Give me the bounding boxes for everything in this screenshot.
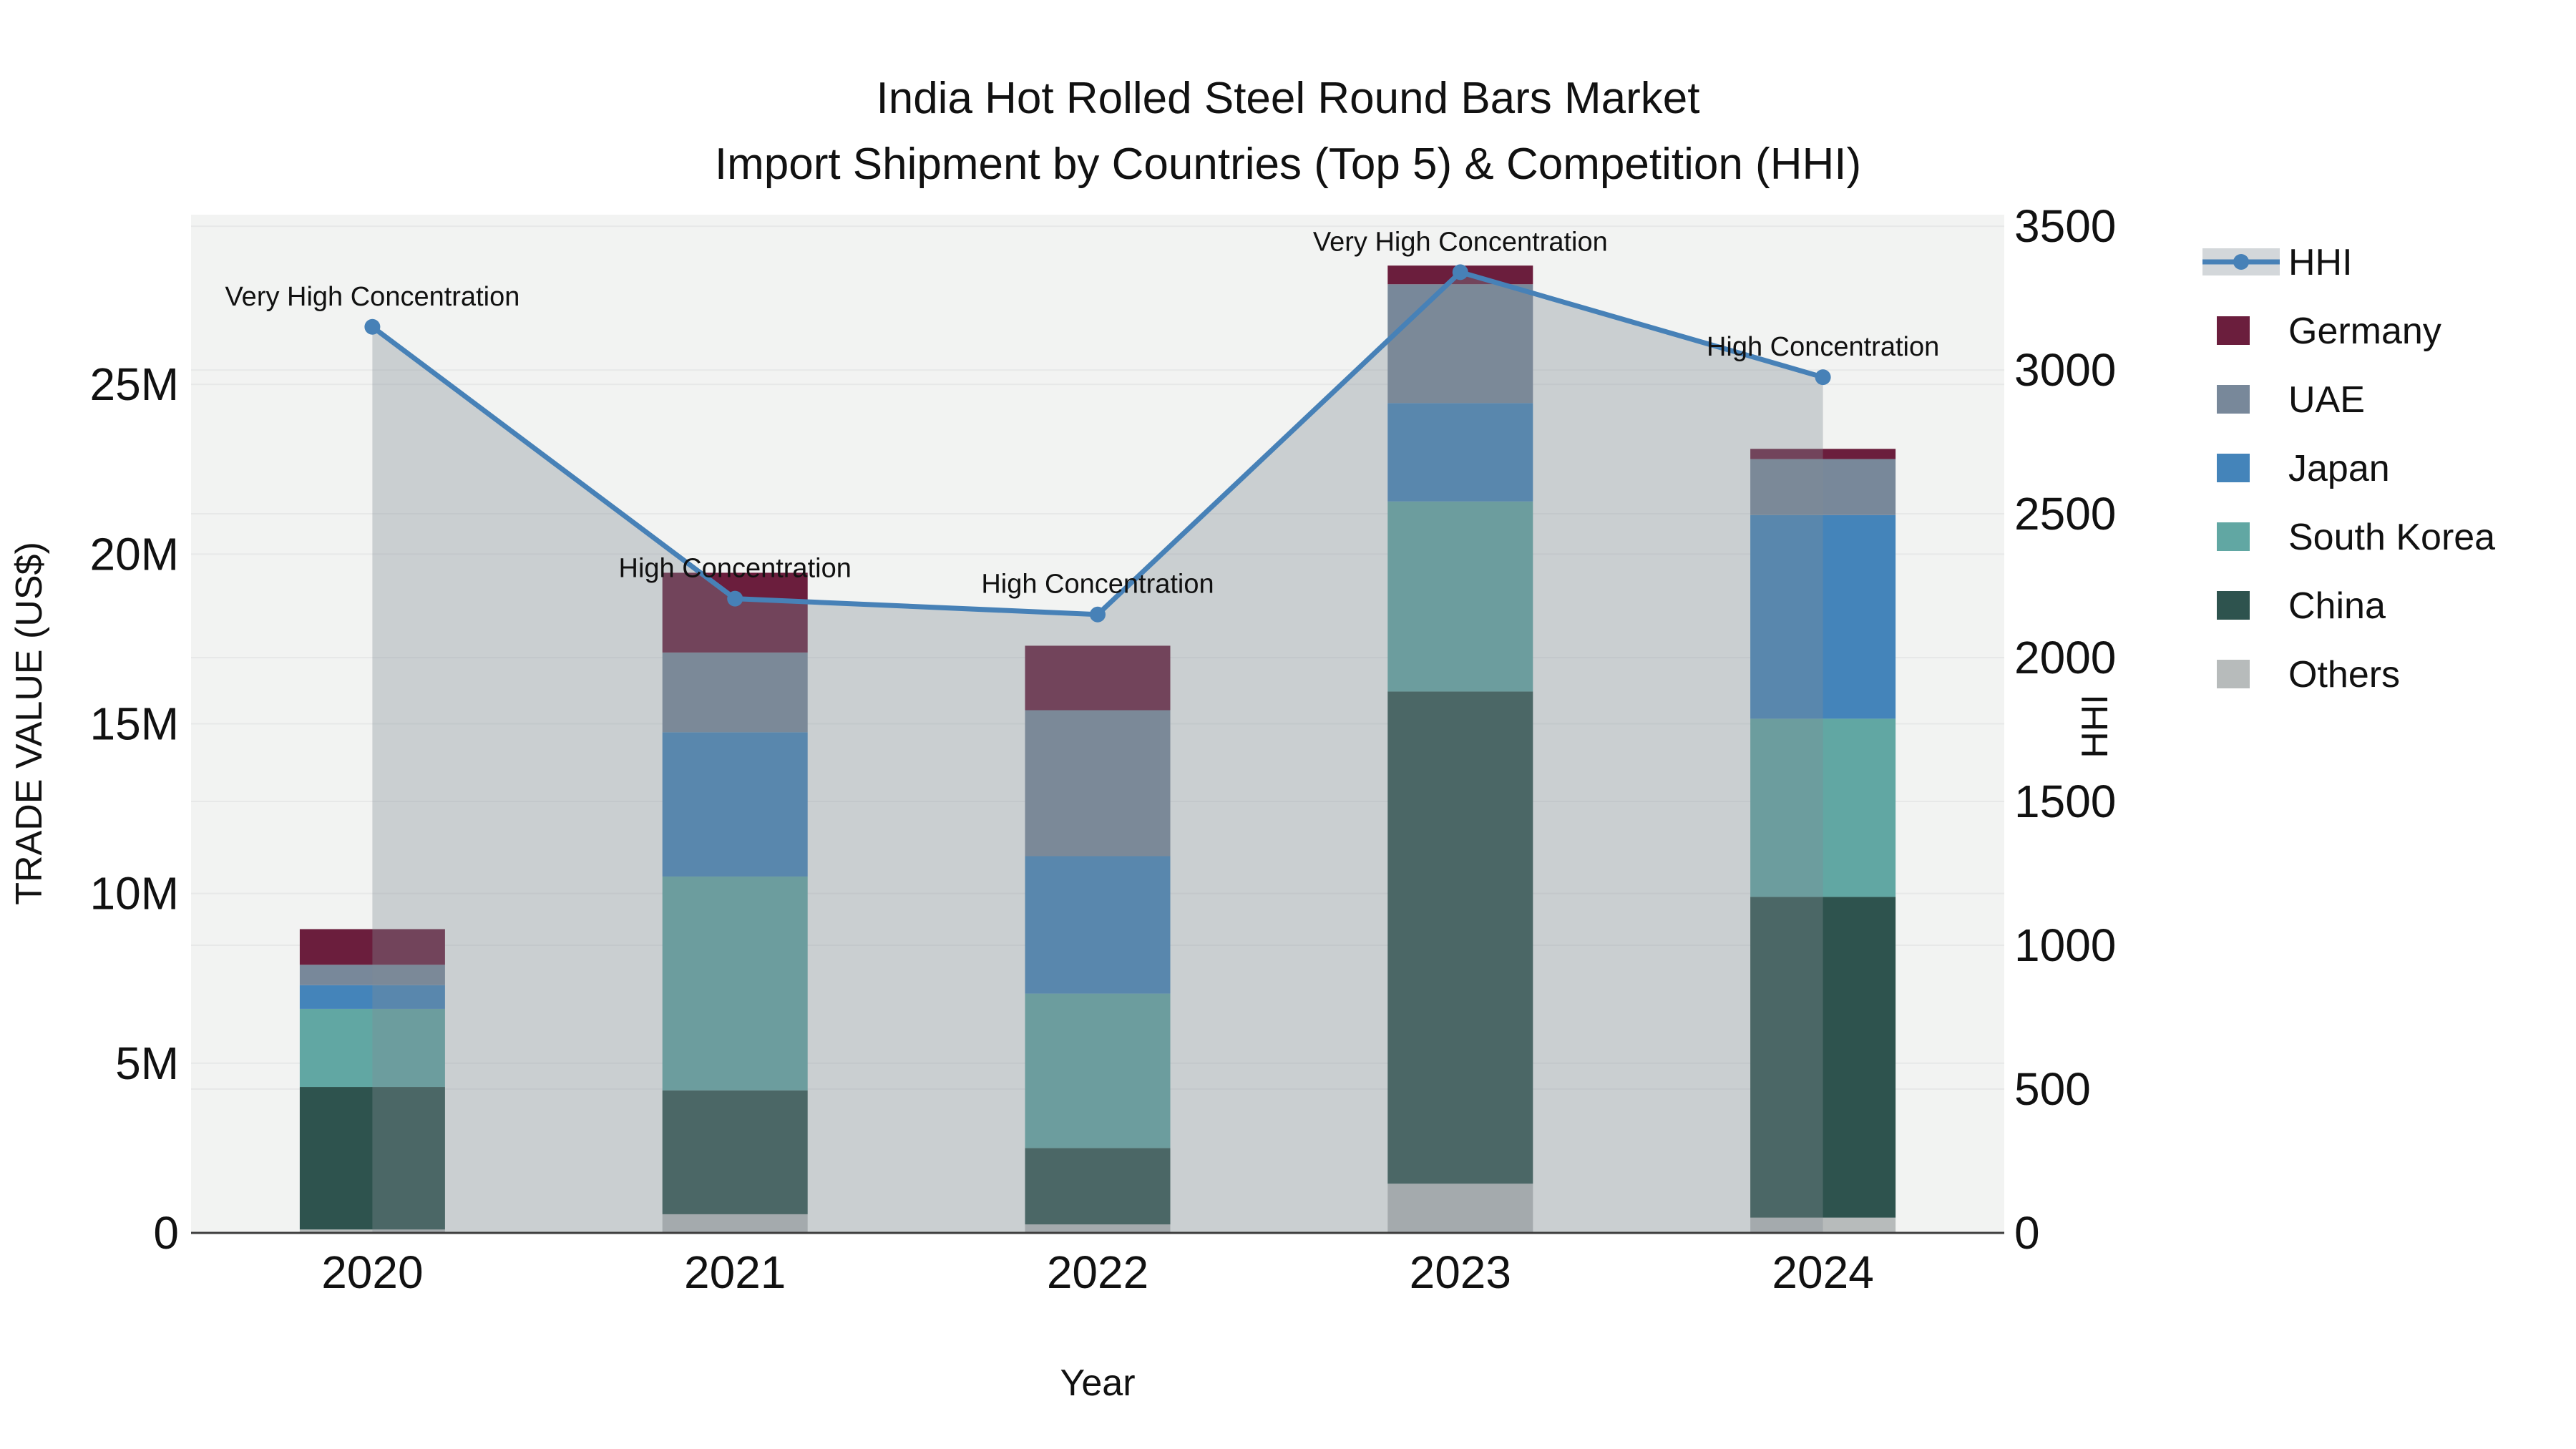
concentration-annotation: Very High Concentration — [1313, 227, 1608, 257]
concentration-annotation: High Concentration — [619, 554, 852, 584]
y-right-tick-label: 1000 — [2014, 919, 2116, 971]
legend-swatch — [2217, 454, 2250, 482]
bar-segment-others — [1025, 1224, 1171, 1233]
bar-segment-china — [1387, 691, 1533, 1184]
chart-subtitle: Import Shipment by Countries (Top 5) & C… — [715, 140, 1861, 189]
bar-segment-uae — [662, 652, 808, 733]
x-tick-label: 2023 — [1410, 1246, 1511, 1298]
bar-segment-south-korea — [1025, 993, 1171, 1148]
bar-segment-japan — [299, 985, 445, 1009]
legend-label: South Korea — [2288, 517, 2495, 558]
hhi-area-fill — [372, 272, 1823, 1233]
legend-label: Japan — [2288, 448, 2390, 489]
bar-segment-germany — [1025, 645, 1171, 711]
chart-title: India Hot Rolled Steel Round Bars Market — [876, 74, 1699, 123]
legend-swatch — [2217, 660, 2250, 688]
hhi-marker — [1090, 606, 1106, 623]
x-axis-title: Year — [1060, 1362, 1135, 1404]
legend-swatch — [2217, 591, 2250, 620]
bar-segment-japan — [1750, 514, 1896, 719]
bar-segment-south-korea — [1387, 501, 1533, 692]
y-right-tick-label: 3000 — [2014, 344, 2116, 396]
legend-label: China — [2288, 585, 2386, 627]
y-right-tick-label: 1500 — [2014, 776, 2116, 827]
legend-item-china[interactable]: China — [2217, 585, 2386, 627]
legend-item-germany[interactable]: Germany — [2217, 311, 2441, 352]
hhi-marker — [1815, 369, 1831, 386]
y-right-tick-label: 3500 — [2014, 200, 2116, 252]
y-right-tick-label: 0 — [2014, 1207, 2040, 1259]
y-left-tick-label: 25M — [90, 358, 180, 410]
legend-item-japan[interactable]: Japan — [2217, 448, 2390, 489]
bar-segment-china — [1025, 1148, 1171, 1225]
y-right-tick-label: 2000 — [2014, 632, 2116, 683]
y-right-tick-label: 2500 — [2014, 488, 2116, 540]
y-left-tick-label: 15M — [90, 698, 180, 750]
bar-segment-south-korea — [1750, 718, 1896, 897]
concentration-annotation: Very High Concentration — [225, 282, 519, 312]
bar-segment-china — [1750, 897, 1896, 1218]
y-left-tick-label: 10M — [90, 868, 180, 919]
legend-hhi-marker — [2233, 254, 2249, 270]
bar-segment-germany — [1750, 449, 1896, 459]
bar-segment-germany — [299, 929, 445, 965]
legend-label: UAE — [2288, 379, 2365, 421]
bar-segment-south-korea — [662, 876, 808, 1091]
x-tick-label: 2020 — [321, 1246, 423, 1298]
legend: HHI Germany UAE Japan South Korea China Others — [2202, 242, 2495, 696]
hhi-marker — [1452, 264, 1468, 280]
bar-segment-others — [299, 1229, 445, 1233]
bar-segment-others — [1750, 1217, 1896, 1233]
legend-label: HHI — [2288, 242, 2353, 283]
legend-label: Germany — [2288, 311, 2441, 352]
y-left-tick-label: 0 — [153, 1207, 179, 1259]
bar-segment-china — [299, 1087, 445, 1230]
x-tick-label: 2021 — [684, 1246, 786, 1298]
bar-segment-japan — [1025, 856, 1171, 994]
legend-item-hhi[interactable]: HHI — [2202, 242, 2353, 283]
bar-segment-others — [1387, 1184, 1533, 1233]
hhi-marker — [727, 590, 743, 607]
bar-segment-uae — [1025, 710, 1171, 857]
hhi-marker — [364, 318, 381, 335]
bar-segment-south-korea — [299, 1008, 445, 1088]
bar-stacks — [299, 265, 1896, 1233]
x-tick-label: 2022 — [1047, 1246, 1148, 1298]
bar-segment-germany — [662, 572, 808, 653]
concentration-annotation: High Concentration — [981, 570, 1214, 600]
legend-item-others[interactable]: Others — [2217, 654, 2400, 696]
bar-segment-uae — [1387, 284, 1533, 404]
bar-segment-japan — [662, 732, 808, 877]
bar-segment-uae — [299, 965, 445, 985]
x-tick-label: 2024 — [1772, 1246, 1873, 1298]
legend-item-south-korea[interactable]: South Korea — [2217, 517, 2495, 558]
y-right-axis-title: HHI — [2074, 694, 2116, 758]
concentration-annotation: High Concentration — [1707, 332, 1939, 362]
y-right-tick-label: 500 — [2014, 1063, 2091, 1115]
y-left-tick-label: 20M — [90, 528, 180, 580]
legend-swatch — [2217, 385, 2250, 414]
bar-segment-uae — [1750, 459, 1896, 515]
bar-segment-others — [662, 1214, 808, 1233]
legend-label: Others — [2288, 654, 2400, 696]
bar-segment-japan — [1387, 403, 1533, 502]
legend-swatch — [2217, 316, 2250, 345]
bar-segment-china — [662, 1090, 808, 1214]
y-left-axis-title: TRADE VALUE (US$) — [9, 542, 50, 905]
legend-swatch — [2217, 522, 2250, 551]
legend-item-uae[interactable]: UAE — [2217, 379, 2365, 421]
y-left-tick-label: 5M — [115, 1038, 179, 1089]
